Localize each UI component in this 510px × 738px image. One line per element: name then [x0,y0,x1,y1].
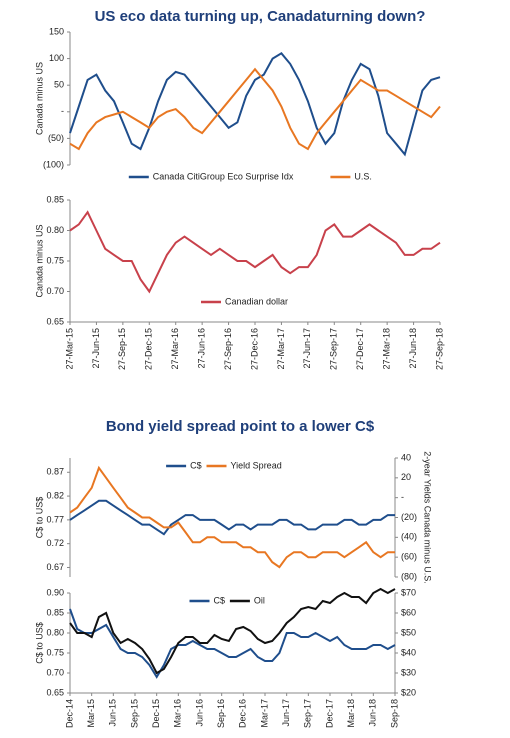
legend-label: Canadian dollar [225,296,288,306]
legend-label: C$ [190,460,202,470]
y-tick-label: 0.70 [46,286,64,296]
y-tick-label: 0.87 [46,467,64,477]
y2-tick-label: (60) [401,552,417,562]
y2-tick-label: $70 [401,587,416,597]
x-tick-label: 27-Mar-17 [276,328,286,370]
y-tick-label: 0.67 [46,562,64,572]
series-line [69,587,396,675]
legend-label: C$ [214,595,226,605]
x-tick-label: Jun-18 [368,699,378,727]
y-tick-label: 0.65 [46,316,64,326]
y2-tick-label: $20 [401,687,416,697]
y-tick-label: 0.72 [46,538,64,548]
x-tick-label: 27-Mar-15 [64,328,74,370]
y2-tick-label: 20 [401,472,411,482]
x-tick-label: Jun-16 [194,699,204,727]
x-tick-label: Sep-16 [216,699,226,728]
x-tick-label: 27-Sep-15 [117,328,127,370]
x-tick-label: 27-Jun-16 [197,328,207,369]
y-tick-label: 0.75 [46,255,64,265]
x-tick-label: 27-Dec-15 [144,328,154,370]
chart-title: Bond yield spread point to a lower C$ [105,418,375,435]
legend-label: Canada CitiGroup Eco Surprise Idx [153,171,294,181]
x-tick-label: Mar-18 [346,699,356,728]
y-tick-label: 100 [49,53,64,63]
x-tick-label: Mar-17 [259,699,269,728]
x-tick-label: 27-Sep-16 [223,328,233,370]
x-tick-label: Sep-17 [303,699,313,728]
x-tick-label: Dec-16 [238,699,248,728]
x-tick-label: 27-Mar-16 [170,328,180,370]
x-tick-label: Dec-17 [324,699,334,728]
series-line [69,51,441,157]
y-tick-label: (50) [48,133,64,143]
y-axis-label: Canada minus US [34,224,44,297]
y-tick-label: 0.80 [46,225,64,235]
x-tick-label: Dec-15 [151,699,161,728]
x-tick-label: 27-Sep-18 [434,328,444,370]
series-line [69,67,441,151]
y-tick-label: 0.65 [46,687,64,697]
y-tick-label: 0.80 [46,627,64,637]
y2-tick-label: $30 [401,667,416,677]
series-line [69,465,395,569]
y2-tick-label: $60 [401,607,416,617]
y-tick-label: 0.85 [46,607,64,617]
y-tick-label: (100) [43,159,64,169]
y2-tick-label: $50 [401,627,416,637]
y2-tick-label: (20) [401,512,417,522]
x-tick-label: 27-Dec-16 [249,328,259,370]
x-tick-label: 27-Mar-18 [382,328,392,370]
series-line [69,499,395,536]
y-tick-label: 0.75 [46,647,64,657]
y-tick-label: 0.82 [46,490,64,500]
legend-label: Yield Spread [231,460,282,470]
legend-label: U.S. [354,171,372,181]
x-tick-label: 27-Dec-17 [355,328,365,370]
x-tick-label: 27-Jun-18 [408,328,418,369]
x-tick-label: Mar-16 [173,699,183,728]
y-axis-label: C$ to US$ [34,497,44,539]
y-tick-label: - [61,106,64,116]
y-tick-label: 0.90 [46,587,64,597]
y-tick-label: 0.70 [46,667,64,677]
chart-title: US eco data turning up, Canadaturning do… [94,8,426,25]
y-tick-label: 0.85 [46,194,64,204]
y2-axis-label: 2-year Yields Canada minus U.S. [423,451,433,584]
y2-tick-label: $40 [401,647,416,657]
y2-tick-label: (80) [401,571,417,581]
x-tick-label: 27-Sep-17 [329,328,339,370]
legend-label: Oil [254,595,265,605]
x-tick-label: Sep-15 [129,699,139,728]
x-tick-label: 27-Jun-15 [91,328,101,369]
y-tick-label: 150 [49,26,64,36]
y-tick-label: 0.77 [46,514,64,524]
x-tick-label: Mar-15 [86,699,96,728]
y-axis-label: Canada minus US [34,62,44,135]
series-line [69,608,396,679]
y-axis-label: C$ to US$ [34,622,44,664]
x-tick-label: Sep-18 [389,699,399,728]
y2-tick-label: - [401,492,404,502]
x-tick-label: Jun-15 [108,699,118,727]
y-tick-label: 50 [54,80,64,90]
series-line [69,210,441,294]
y2-tick-label: 40 [401,452,411,462]
x-tick-label: 27-Jun-17 [302,328,312,369]
x-tick-label: Dec-14 [64,699,74,728]
x-tick-label: Jun-17 [281,699,291,727]
y2-tick-label: (40) [401,532,417,542]
